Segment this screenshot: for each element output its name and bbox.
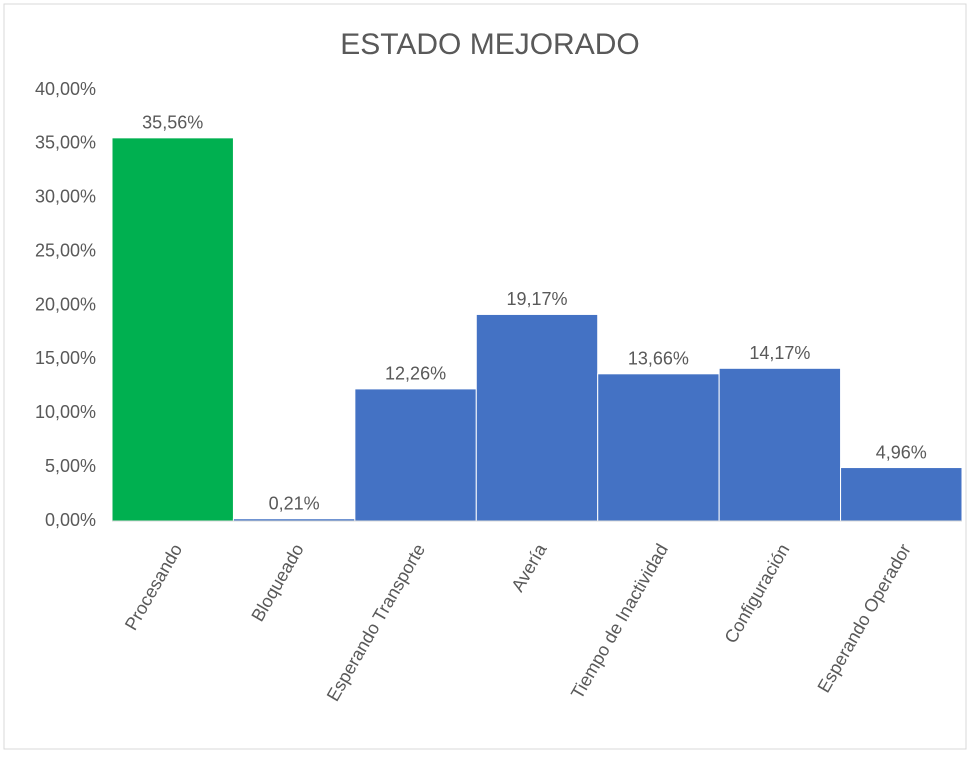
- data-label: 4,96%: [876, 442, 927, 462]
- data-label: 12,26%: [385, 364, 446, 384]
- y-tick-label: 40,00%: [35, 79, 96, 99]
- bar: [597, 373, 720, 522]
- bar: [111, 137, 234, 522]
- chart-title: ESTADO MEJORADO: [340, 28, 639, 61]
- bar: [475, 313, 599, 522]
- bar: [354, 388, 477, 522]
- y-tick-label: 0,00%: [45, 510, 96, 530]
- y-tick-label: 10,00%: [35, 402, 96, 422]
- y-tick-label: 20,00%: [35, 294, 96, 314]
- data-label: 14,17%: [749, 343, 810, 363]
- y-tick-label: 35,00%: [35, 133, 96, 153]
- bar: [840, 467, 963, 522]
- data-label: 35,56%: [142, 113, 203, 133]
- y-tick-label: 25,00%: [35, 240, 96, 260]
- y-tick-label: 15,00%: [35, 348, 96, 368]
- data-label: 0,21%: [269, 493, 320, 513]
- y-tick-label: 5,00%: [45, 456, 96, 476]
- bar: [718, 367, 842, 522]
- data-label: 13,66%: [628, 349, 689, 369]
- y-tick-label: 30,00%: [35, 187, 96, 207]
- data-label: 19,17%: [506, 289, 567, 309]
